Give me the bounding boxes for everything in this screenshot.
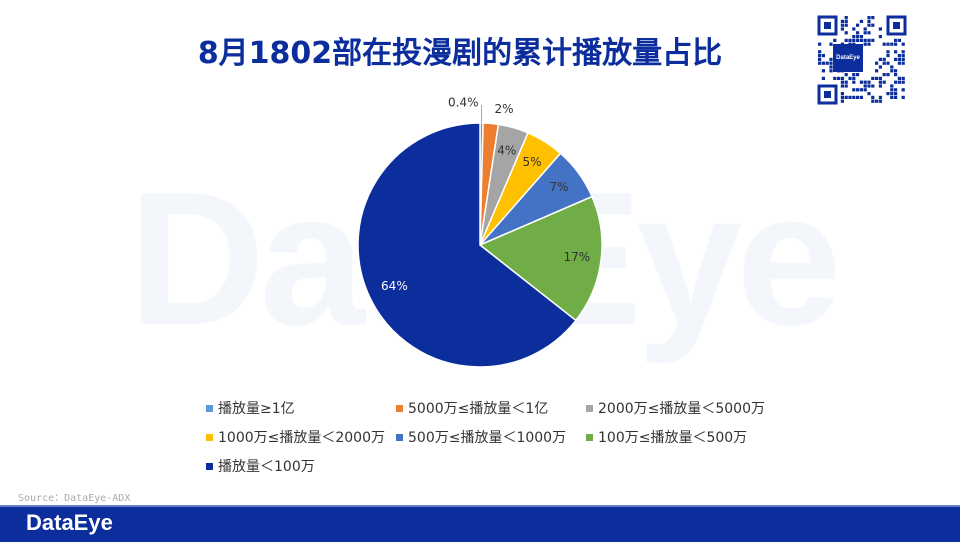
chart-legend: 播放量≥1亿 5000万≤播放量＜1亿 2000万≤播放量＜5000万 1000万≤播… [206,398,806,476]
legend-label: 500万≤播放量＜1000万 [408,430,567,446]
legend-swatch [586,404,593,412]
legend-label: 2000万≤播放量＜5000万 [598,401,765,417]
chart-title: 8月1802部在投漫剧的累计播放量占比 [197,36,723,71]
pie-data-label: 2% [494,102,513,116]
pie-data-label: 0.4% [448,96,479,110]
legend-swatch [586,433,593,441]
pie-data-label: 7% [549,180,568,194]
pie-data-label: 17% [563,250,590,264]
legend-label: 100万≤播放量＜500万 [598,430,748,446]
pie-slice [479,123,530,246]
legend-swatch [206,433,213,441]
legend-swatch [206,404,213,412]
legend-label: 播放量≥1亿 [218,401,295,417]
qr-center-logo: DataEye [833,44,863,72]
pie-slice [479,122,500,246]
legend-item: 播放量＜100万 [206,456,396,476]
legend-label: 5000万≤播放量＜1亿 [408,401,549,417]
pie-data-label: 64% [381,279,408,293]
legend-item: 100万≤播放量＜500万 [586,427,806,447]
legend-item: 5000万≤播放量＜1亿 [396,398,586,418]
legend-label: 1000万≤播放量＜2000万 [218,430,385,446]
legend-label: 播放量＜100万 [218,459,315,475]
footer-logo: DataEye [26,510,113,535]
footer-bar: DataEye [0,505,960,542]
pie-data-label: 4% [497,144,516,158]
pie-slice [478,195,603,322]
legend-swatch [206,462,213,470]
source-note: Source：DataEye-ADX [18,493,131,504]
pie-data-label: 5% [523,155,542,169]
dataeye-watermark: DataEye [128,153,842,365]
pie-slice [479,152,593,246]
legend-item: 播放量≥1亿 [206,398,396,418]
legend-swatch [396,433,403,441]
qr-code [816,14,908,106]
pie-slice [357,122,577,368]
legend-item: 500万≤播放量＜1000万 [396,427,586,447]
legend-swatch [396,404,403,412]
pie-slice [479,131,562,246]
legend-item: 1000万≤播放量＜2000万 [206,427,396,447]
pie-slice [479,122,484,246]
legend-item: 2000万≤播放量＜5000万 [586,398,806,418]
